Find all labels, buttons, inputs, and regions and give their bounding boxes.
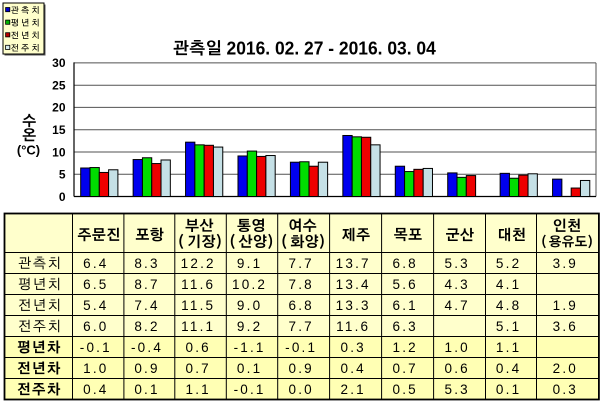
svg-text:13.7: 13.7	[336, 256, 371, 271]
svg-text:1.9: 1.9	[553, 298, 578, 313]
svg-text:5: 5	[59, 168, 66, 182]
svg-text:0.1: 0.1	[237, 361, 262, 376]
svg-text:6.1: 6.1	[393, 298, 418, 313]
svg-text:0.1: 0.1	[134, 382, 159, 397]
svg-text:6.8: 6.8	[393, 256, 418, 271]
svg-text:5.6: 5.6	[393, 277, 418, 292]
svg-text:3.9: 3.9	[553, 256, 578, 271]
svg-text:0.9: 0.9	[289, 361, 314, 376]
svg-text:6.5: 6.5	[83, 277, 108, 292]
svg-text:0.3: 0.3	[553, 382, 578, 397]
svg-text:7.7: 7.7	[289, 256, 314, 271]
svg-text:2.0: 2.0	[553, 361, 578, 376]
svg-text:9.0: 9.0	[237, 298, 262, 313]
svg-text:6.3: 6.3	[393, 319, 418, 334]
svg-text:12.2: 12.2	[181, 256, 216, 271]
svg-text:4.8: 4.8	[496, 298, 521, 313]
svg-text:5.1: 5.1	[496, 319, 521, 334]
svg-text:0.9: 0.9	[134, 361, 159, 376]
svg-text:5.3: 5.3	[445, 382, 470, 397]
svg-text:2.1: 2.1	[341, 382, 366, 397]
svg-text:4.1: 4.1	[496, 277, 521, 292]
svg-text:0.4: 0.4	[341, 361, 366, 376]
svg-text:5.3: 5.3	[445, 256, 470, 271]
svg-text:8.3: 8.3	[134, 256, 159, 271]
svg-text:0.7: 0.7	[186, 361, 211, 376]
svg-text:7.7: 7.7	[289, 319, 314, 334]
svg-text:11.1: 11.1	[181, 319, 215, 334]
svg-text:30: 30	[52, 56, 66, 70]
svg-text:1.1: 1.1	[186, 382, 211, 397]
svg-text:-0.1: -0.1	[234, 382, 266, 397]
svg-text:0.3: 0.3	[341, 340, 366, 355]
svg-text:0.1: 0.1	[496, 382, 521, 397]
svg-text:-0.4: -0.4	[131, 340, 163, 355]
svg-text:6.0: 6.0	[83, 319, 108, 334]
svg-text:6.4: 6.4	[83, 256, 108, 271]
svg-text:4.7: 4.7	[445, 298, 470, 313]
svg-text:25: 25	[52, 79, 66, 93]
svg-text:9.2: 9.2	[237, 319, 262, 334]
svg-text:11.5: 11.5	[181, 298, 215, 313]
svg-text:8.7: 8.7	[134, 277, 159, 292]
svg-text:9.1: 9.1	[237, 256, 262, 271]
svg-text:-0.1: -0.1	[285, 340, 317, 355]
svg-text:0: 0	[59, 190, 66, 204]
svg-text:0.4: 0.4	[496, 361, 521, 376]
svg-text:10.2: 10.2	[232, 277, 267, 292]
svg-text:6.8: 6.8	[289, 298, 314, 313]
svg-text:10: 10	[52, 145, 66, 159]
svg-text:11.6: 11.6	[336, 319, 370, 334]
svg-text:13.4: 13.4	[336, 277, 371, 292]
svg-text:1.0: 1.0	[445, 340, 470, 355]
svg-text:7.4: 7.4	[134, 298, 159, 313]
svg-text:11.6: 11.6	[181, 277, 215, 292]
svg-text:0.6: 0.6	[445, 361, 470, 376]
svg-text:1.2: 1.2	[393, 340, 418, 355]
svg-text:-0.1: -0.1	[80, 340, 112, 355]
svg-text:-1.1: -1.1	[234, 340, 266, 355]
svg-text:0.0: 0.0	[289, 382, 314, 397]
svg-text:0.4: 0.4	[83, 382, 108, 397]
svg-text:3.6: 3.6	[553, 319, 578, 334]
svg-text:0.7: 0.7	[393, 361, 418, 376]
svg-text:4.3: 4.3	[445, 277, 470, 292]
svg-text:1.0: 1.0	[83, 361, 108, 376]
svg-text:0.6: 0.6	[186, 340, 211, 355]
svg-text:1.1: 1.1	[496, 340, 521, 355]
svg-text:2016. 02. 27 - 2016. 03. 04: 2016. 02. 27 - 2016. 03. 04	[227, 38, 436, 58]
svg-text:(°C): (°C)	[17, 143, 40, 158]
svg-text:5.2: 5.2	[496, 256, 521, 271]
svg-text:5.4: 5.4	[83, 298, 108, 313]
svg-text:0.5: 0.5	[393, 382, 418, 397]
svg-text:8.2: 8.2	[134, 319, 159, 334]
svg-text:13.3: 13.3	[336, 298, 371, 313]
svg-text:7.8: 7.8	[289, 277, 314, 292]
svg-text:15: 15	[52, 123, 66, 137]
svg-text:20: 20	[52, 101, 66, 115]
